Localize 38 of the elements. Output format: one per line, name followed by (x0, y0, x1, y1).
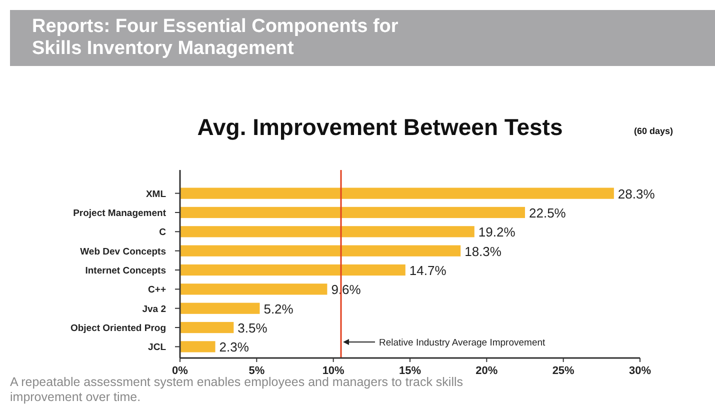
bar (180, 284, 328, 295)
y-tick-label: Web Dev Concepts (80, 246, 166, 258)
data-label: 18.3% (464, 244, 502, 259)
bar (180, 245, 461, 256)
chart-title: Reports: Four Essential Components for Skills Inventory Management (32, 16, 399, 59)
y-tick-label: JCL (148, 342, 166, 354)
x-tick-label: 15% (398, 365, 422, 377)
x-tick-label: 10% (322, 365, 345, 377)
bar (180, 206, 525, 218)
bar (180, 302, 260, 314)
data-label: 28.3% (618, 186, 656, 202)
bar (180, 264, 406, 276)
data-label: 2.3% (219, 340, 250, 355)
ref-line-label: Relative Industry Average Improvement (379, 338, 546, 348)
data-label: 14.7% (409, 263, 447, 278)
bar (180, 188, 614, 199)
text: A repeatable assessment system enables employees and managers to track skills improvement over time. (10, 375, 464, 404)
text: (60 days) (634, 126, 674, 136)
y-tick-label: Internet Concepts (85, 266, 166, 276)
bar (180, 322, 234, 334)
y-tick-label: Jva 2 (142, 304, 166, 315)
data-label: 3.5% (238, 320, 268, 336)
y-tick-label: Object Oriented Prog (70, 323, 166, 334)
x-tick-label: 30% (628, 365, 652, 377)
chart-subtitle: Avg. Improvement Between Tests (197, 114, 563, 140)
x-tick-label: 5% (248, 365, 265, 377)
data-label: 5.2% (264, 301, 294, 316)
y-tick-label: C (159, 227, 166, 238)
bar (180, 341, 216, 352)
y-tick-label: C++ (148, 284, 166, 296)
y-tick-label: Project Management (73, 208, 167, 219)
y-tick-label: XML (146, 188, 166, 200)
bar (180, 226, 474, 238)
x-tick-label: 0% (172, 365, 188, 377)
x-tick-label: 20% (476, 365, 498, 377)
data-label: 22.5% (529, 205, 566, 220)
data-label: 19.2% (478, 224, 516, 240)
x-tick-label: 25% (552, 365, 575, 377)
